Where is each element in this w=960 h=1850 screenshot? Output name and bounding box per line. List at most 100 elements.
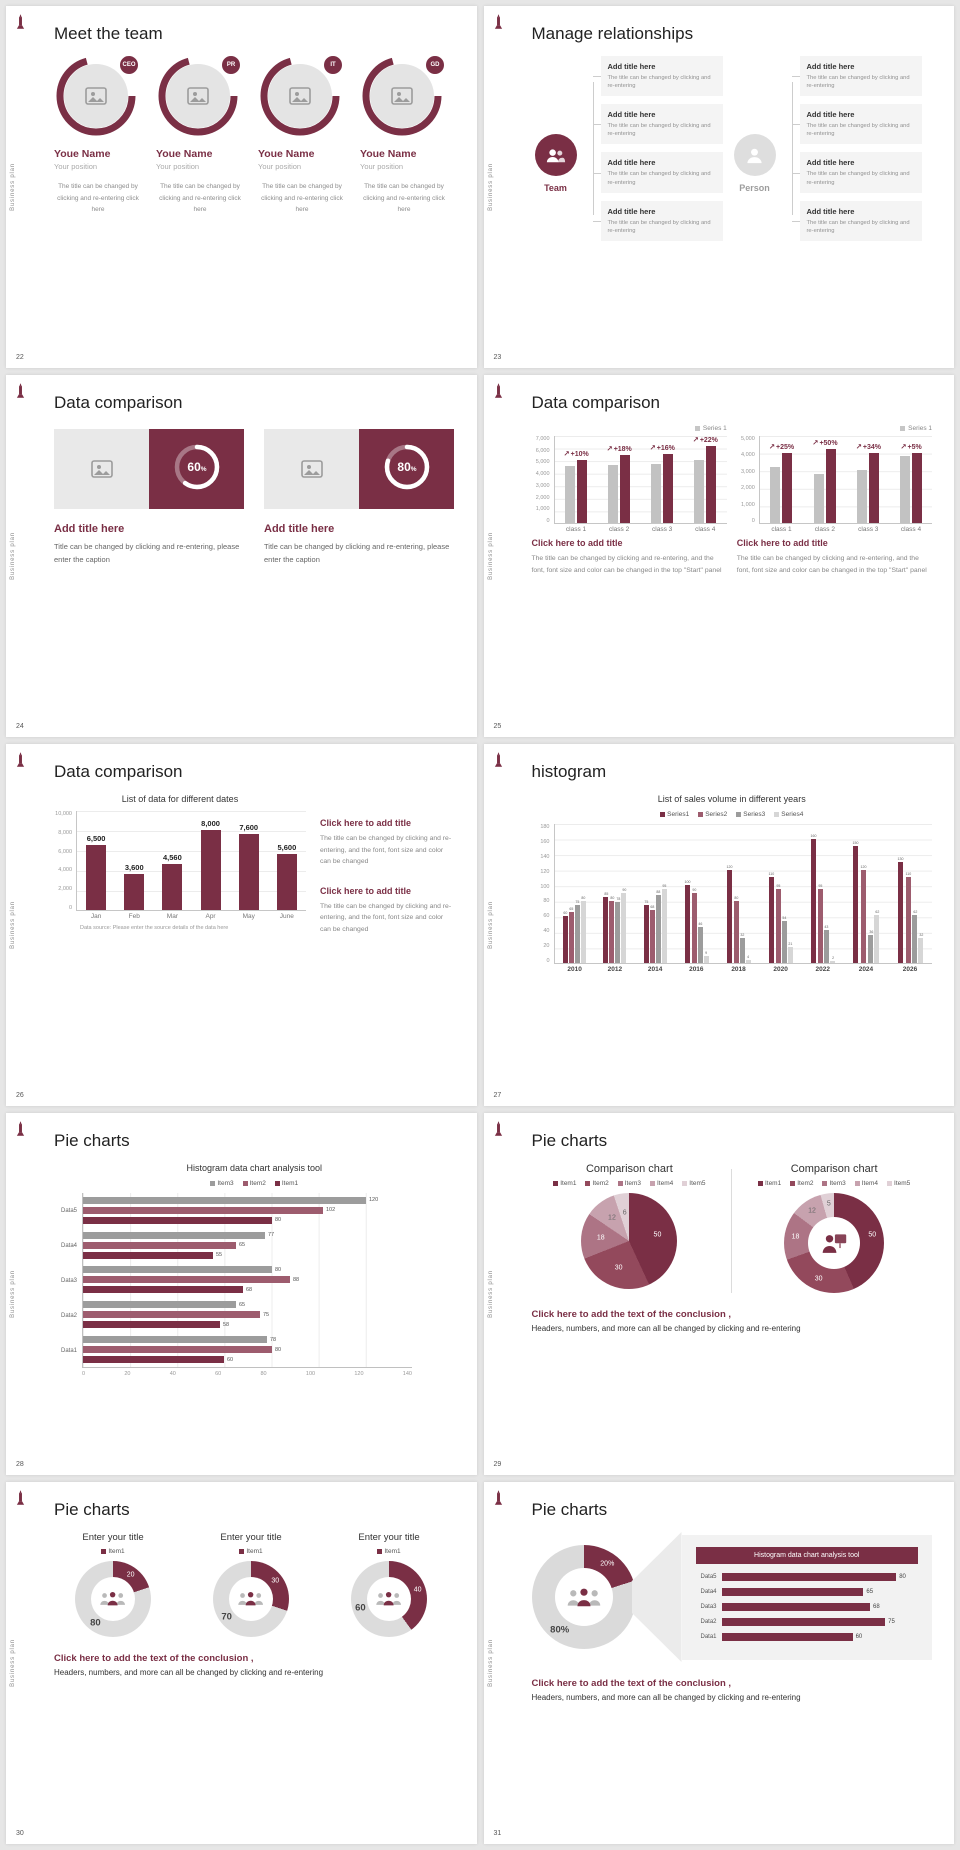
y-tick-label: 3,000 — [740, 468, 755, 475]
slide-31-pie-charts-funnel[interactable]: Business plan 31 Pie charts 20% 80% Histo… — [483, 1482, 954, 1844]
year-group: 100 90 46 9 2016 — [684, 824, 709, 973]
y-tick-label: 4,000 — [740, 452, 755, 459]
box-text: The title can be changed by clicking and… — [806, 123, 910, 138]
y-tick-label: 60 — [543, 913, 550, 920]
bar-after — [620, 455, 631, 523]
title-box: Add title here The title can be changed b… — [791, 104, 922, 145]
box-text: The title can be changed by clicking and… — [607, 75, 711, 90]
up-arrow-icon: ↗ — [768, 442, 776, 451]
chart-legend: Series1 Series2 Series3 Series4 — [532, 811, 933, 818]
y-axis-labels: 180 160 140 120 100 80 60 40 20 0 — [532, 824, 554, 964]
bar — [918, 938, 924, 963]
donut-block: Enter your title Item1 30 70 — [192, 1532, 310, 1637]
people-icon — [237, 1590, 264, 1607]
bars: 160 95 43 2 — [810, 833, 836, 963]
bar-after — [706, 446, 717, 523]
up-arrow-icon: ↗ — [606, 444, 613, 453]
slice-label: 60 — [355, 1602, 366, 1614]
box-title: Add title here — [607, 110, 656, 120]
bar — [721, 1602, 871, 1611]
bar — [162, 864, 183, 910]
donut-hole — [554, 1568, 613, 1626]
bar-column: 60 — [563, 910, 569, 963]
bar-before — [565, 466, 576, 523]
bar — [603, 897, 609, 963]
value-label: 78 — [270, 1336, 277, 1343]
x-axis-label: 2020 — [773, 966, 788, 973]
bar-row: 60 — [83, 1356, 412, 1364]
chart-title: Enter your title — [220, 1532, 282, 1543]
bar-column: 78 — [615, 896, 621, 963]
chart-legend: Series 1 — [737, 425, 932, 432]
bar-track: 65 — [721, 1587, 919, 1596]
bar-group: 120 102 80 — [83, 1196, 412, 1224]
percent-label: 80% — [550, 1624, 570, 1636]
category-label: Data2 — [700, 1618, 717, 1625]
chart-block: List of data for different dates 10,000 8… — [54, 794, 306, 953]
legend-item: Series1 — [660, 811, 689, 818]
value-label: 75 — [888, 1618, 895, 1625]
growth-label: ↗+34% — [855, 442, 881, 451]
chart-legend: Item1 — [351, 1548, 427, 1555]
slice-label: 30 — [271, 1577, 280, 1585]
y-tick-label: 80 — [543, 898, 550, 905]
bar — [721, 1632, 853, 1641]
page-number: 22 — [16, 354, 24, 361]
bar-group: 6,500 Jan — [85, 811, 107, 920]
box-text: The title can be changed by clicking and… — [806, 219, 910, 234]
card-text: Title can be changed by clicking and re-… — [54, 542, 240, 564]
member-position: Your position — [54, 162, 98, 171]
y-axis-labels: 5,000 4,000 3,000 2,000 1,000 0 — [737, 436, 759, 524]
value-label: 90 — [692, 887, 697, 892]
slide-23-manage-relationships[interactable]: Business plan 23 Manage relationships Te… — [483, 6, 954, 368]
slide-24-data-comparison-cards[interactable]: Business plan 24 Data comparison 60% Add… — [6, 375, 477, 737]
image-placeholder — [264, 429, 359, 509]
bar — [734, 901, 740, 963]
slide-title: Pie charts — [531, 1131, 608, 1150]
bars: 100 90 46 9 — [684, 879, 709, 963]
slide-title: Manage relationships — [531, 24, 694, 43]
slide-22-meet-the-team[interactable]: Business plan 22 Meet the team CEO Youe … — [6, 6, 477, 368]
bar-column: 95 — [775, 883, 781, 963]
up-arrow-icon: ↗ — [812, 438, 819, 447]
growth-label: ↗+5% — [900, 442, 922, 451]
up-arrow-icon: ↗ — [563, 449, 570, 458]
donut-chart: 20% 80% — [531, 1545, 636, 1649]
growth-label: ↗+25% — [768, 442, 795, 451]
page-number: 24 — [16, 723, 24, 730]
bar-column: 100 — [684, 879, 691, 963]
value-label: 60 — [563, 910, 568, 915]
value-label: 9 — [705, 950, 708, 955]
legend-item: Item1 — [239, 1548, 263, 1555]
legend-swatch — [101, 1549, 107, 1554]
slide-28-pie-charts-hbar[interactable]: Business plan 28 Pie charts Histogram da… — [6, 1113, 477, 1475]
bar — [824, 930, 830, 963]
slide-27-histogram[interactable]: Business plan 27 histogram List of sales… — [483, 744, 954, 1106]
category-label: Data2 — [60, 1312, 77, 1319]
donut-block: Enter your title Item1 40 60 — [330, 1532, 448, 1637]
growth-label: ↗+50% — [812, 438, 838, 447]
sidebar-vertical-text: Business plan — [10, 1639, 16, 1687]
value-label: 7,600 — [239, 823, 259, 832]
text-block-title: Click here to add title — [320, 885, 412, 896]
slide-29-pie-charts-comparison[interactable]: Business plan 29 Pie charts Comparison c… — [483, 1113, 954, 1475]
category-label: Data3 — [700, 1603, 717, 1610]
slide-26-data-comparison-chart[interactable]: Business plan 26 Data comparison List of… — [6, 744, 477, 1106]
legend-swatch — [239, 1549, 245, 1554]
y-tick-label: 4,000 — [58, 867, 72, 874]
bar-column: 32 — [918, 932, 924, 963]
bar — [912, 915, 918, 963]
slide-30-pie-charts-donuts[interactable]: Business plan 30 Pie charts Enter your t… — [6, 1482, 477, 1844]
bar-group: 5,600 June — [276, 811, 298, 920]
bar-after — [577, 460, 588, 523]
page-number: 31 — [493, 1830, 502, 1837]
category-labels: Data5 Data4 Data3 Data2 Data1 — [54, 1193, 82, 1368]
bar — [905, 877, 911, 963]
slide-25-data-comparison-charts[interactable]: Business plan 25 Data comparison Series … — [483, 375, 954, 737]
value-label: 80 — [275, 1217, 282, 1224]
legend-swatch — [790, 1181, 796, 1186]
y-tick-label: 20 — [543, 943, 550, 949]
year-group: 75 68 88 95 2014 — [643, 824, 667, 973]
bar — [703, 956, 709, 963]
bar-after — [663, 454, 674, 523]
